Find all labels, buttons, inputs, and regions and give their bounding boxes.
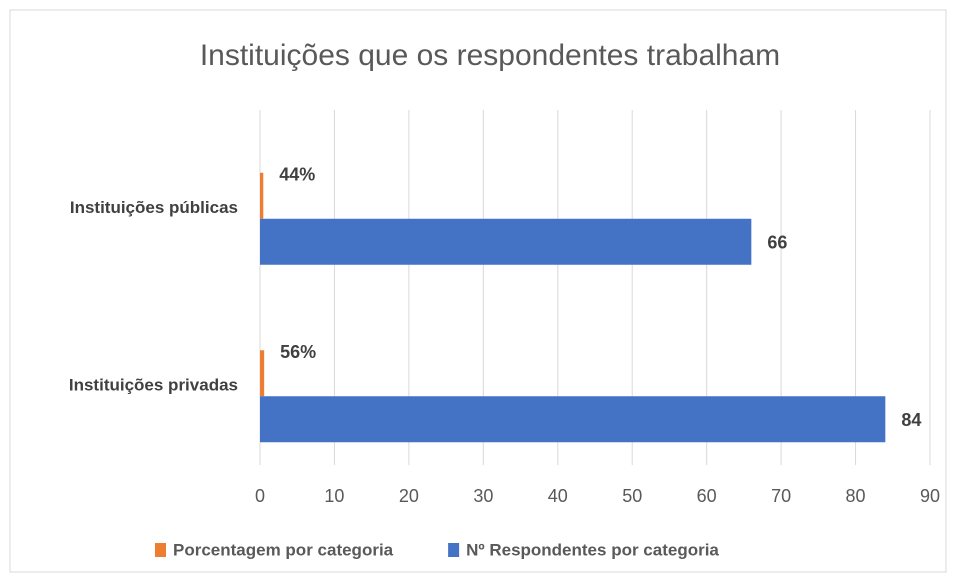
data-label: 66 [767, 233, 787, 253]
bar [260, 172, 264, 219]
data-label: 56% [280, 342, 316, 362]
legend-swatch [448, 543, 460, 557]
y-tick-label: Instituições privadas [69, 376, 238, 395]
bar [260, 350, 265, 397]
chart-border [9, 9, 947, 573]
x-tick-label: 70 [771, 486, 791, 506]
legend-label: Nº Respondentes por categoria [466, 540, 719, 559]
data-label: 84 [901, 410, 921, 430]
legend-swatch [155, 543, 166, 557]
y-tick-label: Instituições públicas [70, 198, 238, 217]
data-label: 44% [279, 165, 315, 185]
x-tick-label: 30 [473, 486, 493, 506]
x-tick-label: 60 [697, 486, 717, 506]
x-tick-label: 50 [622, 486, 642, 506]
x-tick-label: 20 [399, 486, 419, 506]
bar [260, 218, 752, 265]
x-tick-label: 10 [324, 486, 344, 506]
x-tick-label: 80 [846, 486, 866, 506]
x-tick-label: 40 [548, 486, 568, 506]
bar [260, 396, 886, 443]
legend-label: Porcentagem por categoria [173, 540, 394, 559]
chart-title: Instituições que os respondentes trabalh… [200, 39, 780, 72]
x-tick-label: 90 [920, 486, 940, 506]
x-tick-label: 0 [255, 486, 265, 506]
